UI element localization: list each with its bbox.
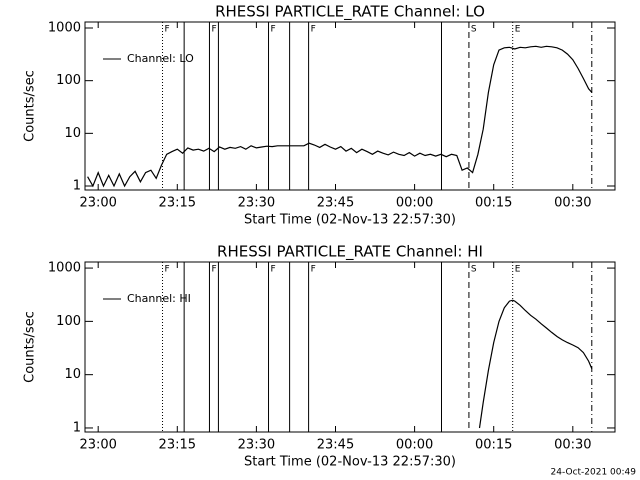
x-tick-label: 23:00 xyxy=(79,438,116,453)
plot-frame xyxy=(84,21,616,191)
flag-label: E xyxy=(515,265,521,275)
x-tick-label: 23:00 xyxy=(79,196,116,211)
footer: 24-Oct-2021 00:49 xyxy=(551,468,637,478)
data-line xyxy=(478,299,593,429)
x-tick-label: 23:45 xyxy=(317,196,354,211)
flag-label: F xyxy=(311,25,316,35)
y-tick-label: 100 xyxy=(56,73,81,88)
flag-label: F xyxy=(211,25,216,35)
flag-label: S xyxy=(471,25,477,35)
x-tick-label: 23:30 xyxy=(238,438,275,453)
flag-label: F xyxy=(271,265,276,275)
y-tick-label: 1 xyxy=(73,420,81,435)
y-axis-label: Counts/sec xyxy=(23,311,38,383)
x-axis-label: Start Time (02-Nov-13 22:57:30) xyxy=(244,213,456,228)
x-tick-label: 00:00 xyxy=(396,438,433,453)
x-tick-label: 00:15 xyxy=(475,196,512,211)
chart-title: RHESSI PARTICLE_RATE Channel: HI xyxy=(217,243,483,262)
x-tick-label: 23:15 xyxy=(159,196,196,211)
y-tick-label: 1 xyxy=(73,179,81,194)
plot-frame xyxy=(84,261,616,433)
data-line xyxy=(87,45,593,188)
flag-label: E xyxy=(515,25,521,35)
x-tick-label: 23:45 xyxy=(317,438,354,453)
x-tick-label: 00:00 xyxy=(396,196,433,211)
flag-label: F xyxy=(211,265,216,275)
flag-label: F xyxy=(311,265,316,275)
x-tick-label: 00:30 xyxy=(554,438,591,453)
y-tick-label: 10 xyxy=(64,367,81,382)
flag-label: F xyxy=(165,25,170,35)
legend-label: Channel: HI xyxy=(127,292,191,305)
flag-label: F xyxy=(165,265,170,275)
x-tick-label: 00:30 xyxy=(554,196,591,211)
y-tick-label: 1000 xyxy=(48,261,81,276)
flag-label: F xyxy=(271,25,276,35)
x-tick-label: 23:30 xyxy=(238,196,275,211)
flag-label: S xyxy=(471,265,477,275)
legend-label: Channel: LO xyxy=(127,52,194,65)
chart-title: RHESSI PARTICLE_RATE Channel: LO xyxy=(215,3,485,22)
y-tick-label: 1000 xyxy=(48,21,81,36)
y-tick-label: 10 xyxy=(64,126,81,141)
x-tick-label: 00:15 xyxy=(475,438,512,453)
x-axis-label: Start Time (02-Nov-13 22:57:30) xyxy=(244,455,456,470)
x-tick-label: 23:15 xyxy=(159,438,196,453)
y-tick-label: 100 xyxy=(56,314,81,329)
y-axis-label: Counts/sec xyxy=(23,70,38,142)
